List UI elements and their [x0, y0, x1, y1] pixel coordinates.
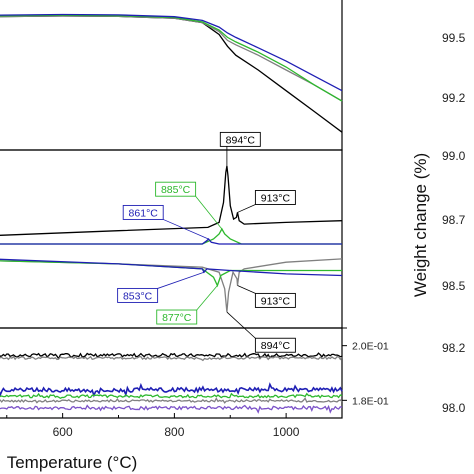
series-line-noise-1: [0, 352, 343, 360]
right-tick-label: 2.0E-01: [352, 341, 389, 353]
series-line-dta-1: [0, 165, 343, 236]
annotation-label: 885°C: [161, 184, 191, 196]
peak-annotation-6: 877°C: [156, 285, 218, 325]
weight-tick-label: 98.7: [442, 213, 466, 227]
annotation-leader: [157, 271, 205, 289]
peak-annotation-5: 853°C: [117, 271, 205, 303]
annotation-box: [254, 190, 296, 205]
annotation-box: [254, 292, 296, 308]
annotation-label: 853°C: [123, 290, 153, 302]
peak-annotation-8: 894°C: [226, 311, 296, 353]
right-axis-ticks: 2.0E-01 1.8E-01 99.5 99.2 99.0 98.7 98.5 98.2 98…: [342, 31, 466, 415]
series-line-noise-3: [0, 382, 343, 398]
series-line-dta-3: [0, 238, 342, 245]
annotation-label: 894°C: [226, 134, 256, 146]
annotation-box: [122, 204, 164, 220]
series-line-noise-4: [0, 392, 343, 400]
x-axis-title: Temperature (°C): [7, 453, 138, 472]
right-tick-label: 1.8E-01: [352, 395, 389, 407]
weight-tick-label: 98.0: [442, 401, 466, 415]
x-axis-ticks: 600 800 1000: [6, 413, 343, 439]
series-line-dta-6: [0, 258, 343, 277]
annotation-box: [254, 337, 296, 353]
weight-tick-label: 99.0: [442, 149, 466, 163]
peak-annotation-3: 885°C: [155, 181, 223, 230]
right-axis-title: Weight change (%): [411, 153, 430, 297]
annotation-label: 913°C: [261, 193, 291, 205]
peak-annotation-4: 861°C: [122, 204, 209, 240]
peak-annotation-2: 913°C: [237, 190, 296, 213]
series-line-noise-2: [0, 355, 343, 362]
peak-annotation-7: 913°C: [237, 285, 296, 308]
weight-tick-label: 99.5: [442, 31, 466, 45]
annotation-box: [219, 131, 261, 147]
weight-tick-label: 98.5: [442, 279, 466, 293]
series-line-weight-4: [0, 13, 343, 92]
annotation-box: [156, 309, 198, 325]
series-line-weight-1: [0, 15, 343, 133]
annotation-label: 861°C: [129, 207, 159, 219]
annotation-label: 894°C: [261, 340, 291, 352]
weight-tick-label: 99.2: [442, 91, 466, 105]
annotation-label: 877°C: [162, 312, 192, 324]
annotation-leader: [237, 285, 256, 294]
series-line-weight-2: [0, 15, 343, 102]
x-tick-label: 600: [53, 425, 73, 439]
x-tick-label: 1000: [273, 425, 300, 439]
series-line-dta-5: [0, 260, 342, 288]
annotation-leader: [226, 311, 256, 339]
annotation-box: [155, 181, 197, 197]
x-tick-label: 800: [164, 425, 184, 439]
series-line-dta-4: [0, 258, 343, 313]
peak-annotation-1: 894°C: [219, 131, 261, 166]
annotation-box: [117, 287, 159, 303]
series-line-weight-3: [0, 14, 343, 102]
series-line-noise-6: [0, 404, 343, 414]
annotation-leader: [237, 204, 256, 213]
annotation-leader: [163, 219, 209, 240]
annotation-leader: [195, 195, 223, 230]
annotation-leader: [196, 285, 218, 311]
annotation-label: 913°C: [261, 295, 291, 307]
panel-frames: [0, 0, 343, 419]
series-line-dta-2: [0, 227, 342, 245]
weight-tick-label: 98.2: [442, 341, 466, 355]
series-line-noise-5: [0, 397, 343, 404]
panel-frame-3: [0, 327, 343, 419]
panel-frame-1: [0, 0, 343, 151]
